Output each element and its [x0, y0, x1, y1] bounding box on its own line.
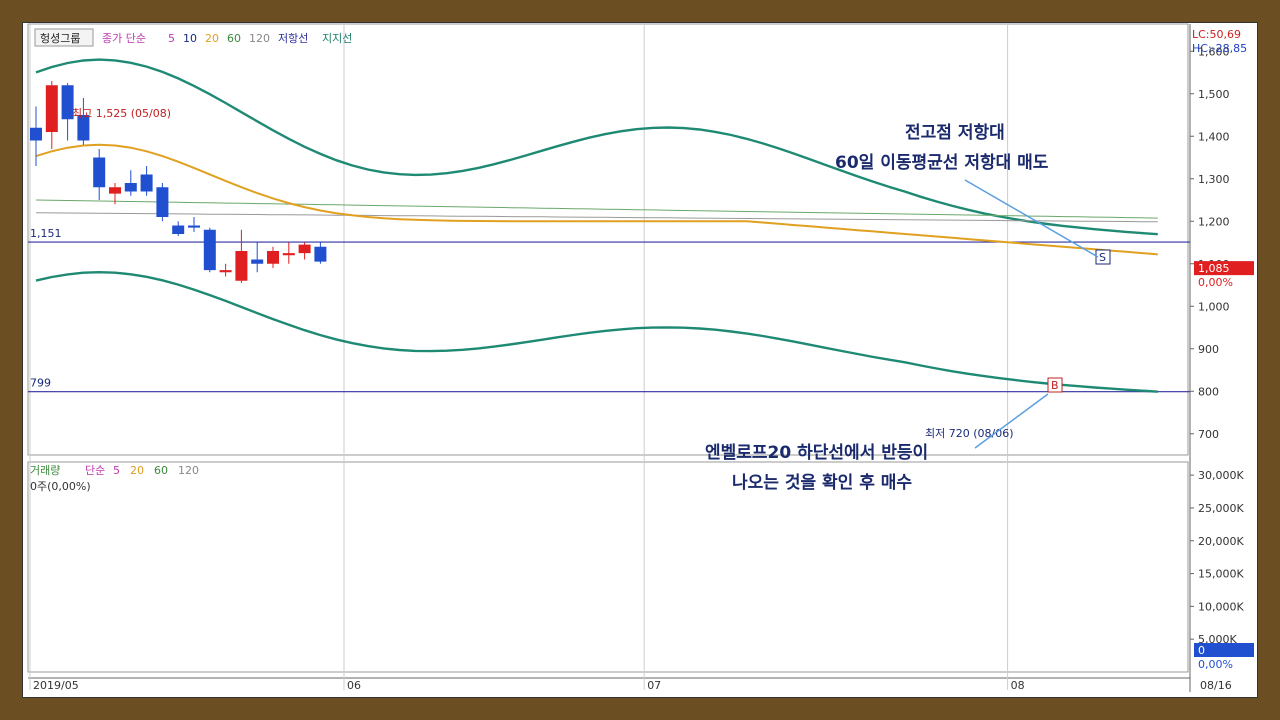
y-tick-label: 1,200 [1198, 215, 1230, 228]
volume-legend-120: 120 [178, 464, 199, 477]
lc-label: LC:50,69 [1192, 28, 1241, 41]
volume-legend-5: 5 [113, 464, 120, 477]
y-tick-label: 1,000 [1198, 300, 1230, 313]
volume-current-box [1194, 643, 1254, 657]
price-panel-border [27, 23, 1189, 456]
annotation-arrow-1 [964, 179, 1099, 258]
y-tick-label: 1,400 [1198, 130, 1230, 143]
candle-body [156, 187, 169, 217]
y-tick-label: 1,500 [1198, 88, 1230, 101]
candle-body [314, 246, 327, 262]
current-change-label: 0,00% [1198, 276, 1233, 289]
legend-ma-10: 10 [183, 32, 197, 45]
candle-body [61, 85, 74, 120]
y-tick-label: 700 [1198, 428, 1219, 441]
y-tick-label: 1,300 [1198, 173, 1230, 186]
x-tick-label: 07 [647, 679, 661, 692]
legend-저항선: 저항선 [278, 32, 308, 45]
title-box [34, 28, 94, 47]
volume-current-change: 0,00% [1198, 658, 1233, 671]
annotation-1: 전고점 저항대 [905, 122, 1005, 143]
volume-legend-prefix: 단순 [85, 464, 105, 477]
x-tick-label: 08 [1011, 679, 1025, 692]
volume-legend-60: 60 [154, 464, 168, 477]
chart-panel [22, 22, 1258, 698]
buy-marker: B [1051, 379, 1059, 392]
candle-body [30, 127, 42, 141]
candle-body [251, 259, 264, 264]
candle-body [93, 157, 106, 188]
candle-body [172, 225, 185, 234]
y-tick-label: 800 [1198, 385, 1219, 398]
volume-legend-20: 20 [130, 464, 144, 477]
envelope-lower-line [35, 270, 1158, 393]
candle-body [298, 244, 311, 254]
y-tick-label: 1,600 [1198, 45, 1230, 58]
x-date-right: 08/16 [1200, 679, 1232, 692]
candle-body [109, 187, 121, 194]
current-price-box [1194, 261, 1254, 276]
volume-y-tick-label: 5,000K [1198, 633, 1237, 646]
annotation-arrow-2 [974, 393, 1049, 449]
volume-y-tick-label: 25,000K [1198, 502, 1244, 515]
annotation-4: 나오는 것을 확인 후 매수 [732, 472, 912, 493]
candle-body [235, 251, 248, 281]
x-tick-label: 06 [347, 679, 361, 692]
y-tick-label: 900 [1198, 343, 1219, 356]
sell-marker: S [1099, 251, 1106, 264]
volume-info: 0주(0,00%) [30, 480, 91, 493]
chart-title: 헝셩그룹 [40, 32, 80, 45]
sell-marker-box [1095, 249, 1111, 265]
ma20-line [35, 143, 1158, 256]
high-label: 최고 1,525 (05/08) [72, 107, 171, 120]
candle-body [282, 253, 295, 256]
candle-body [219, 270, 232, 273]
annotation-2: 60일 이동평균선 저항대 매도 [835, 152, 1049, 173]
hc-label: HC:-28,85 [1192, 42, 1247, 55]
ma120-line [35, 212, 1158, 223]
volume-y-tick-label: 15,000K [1198, 568, 1244, 581]
legend-prefix: 종가 단순 [102, 32, 146, 45]
volume-panel-border [27, 461, 1189, 673]
legend-ma-60: 60 [227, 32, 241, 45]
candle-body [124, 183, 137, 192]
candle-body [203, 229, 216, 271]
hline-label: 799 [30, 377, 51, 390]
buy-marker-box [1047, 377, 1063, 393]
annotation-3: 엔벨로프20 하단선에서 반등이 [705, 443, 928, 463]
current-price-label: 1,085 [1198, 262, 1230, 275]
x-tick-label: 2019/05 [33, 679, 79, 692]
candle-body [45, 85, 58, 132]
legend-지지선: 지지선 [322, 32, 352, 45]
legend-ma-120: 120 [249, 32, 270, 45]
volume-y-tick-label: 30,000K [1198, 469, 1244, 482]
ma60-line [35, 199, 1158, 219]
candle-body [77, 115, 90, 141]
volume-current-label: 0 [1198, 644, 1205, 657]
volume-title: 거래량 [30, 464, 60, 477]
volume-y-tick-label: 10,000K [1198, 600, 1244, 613]
volume-y-tick-label: 20,000K [1198, 535, 1244, 548]
hline-label: 1,151 [30, 227, 62, 240]
candle-body [188, 225, 200, 228]
envelope-upper-line [35, 58, 1158, 236]
candle-body [267, 251, 279, 264]
legend-ma-5: 5 [168, 32, 175, 45]
candle-body [140, 174, 153, 192]
legend-ma-20: 20 [205, 32, 219, 45]
